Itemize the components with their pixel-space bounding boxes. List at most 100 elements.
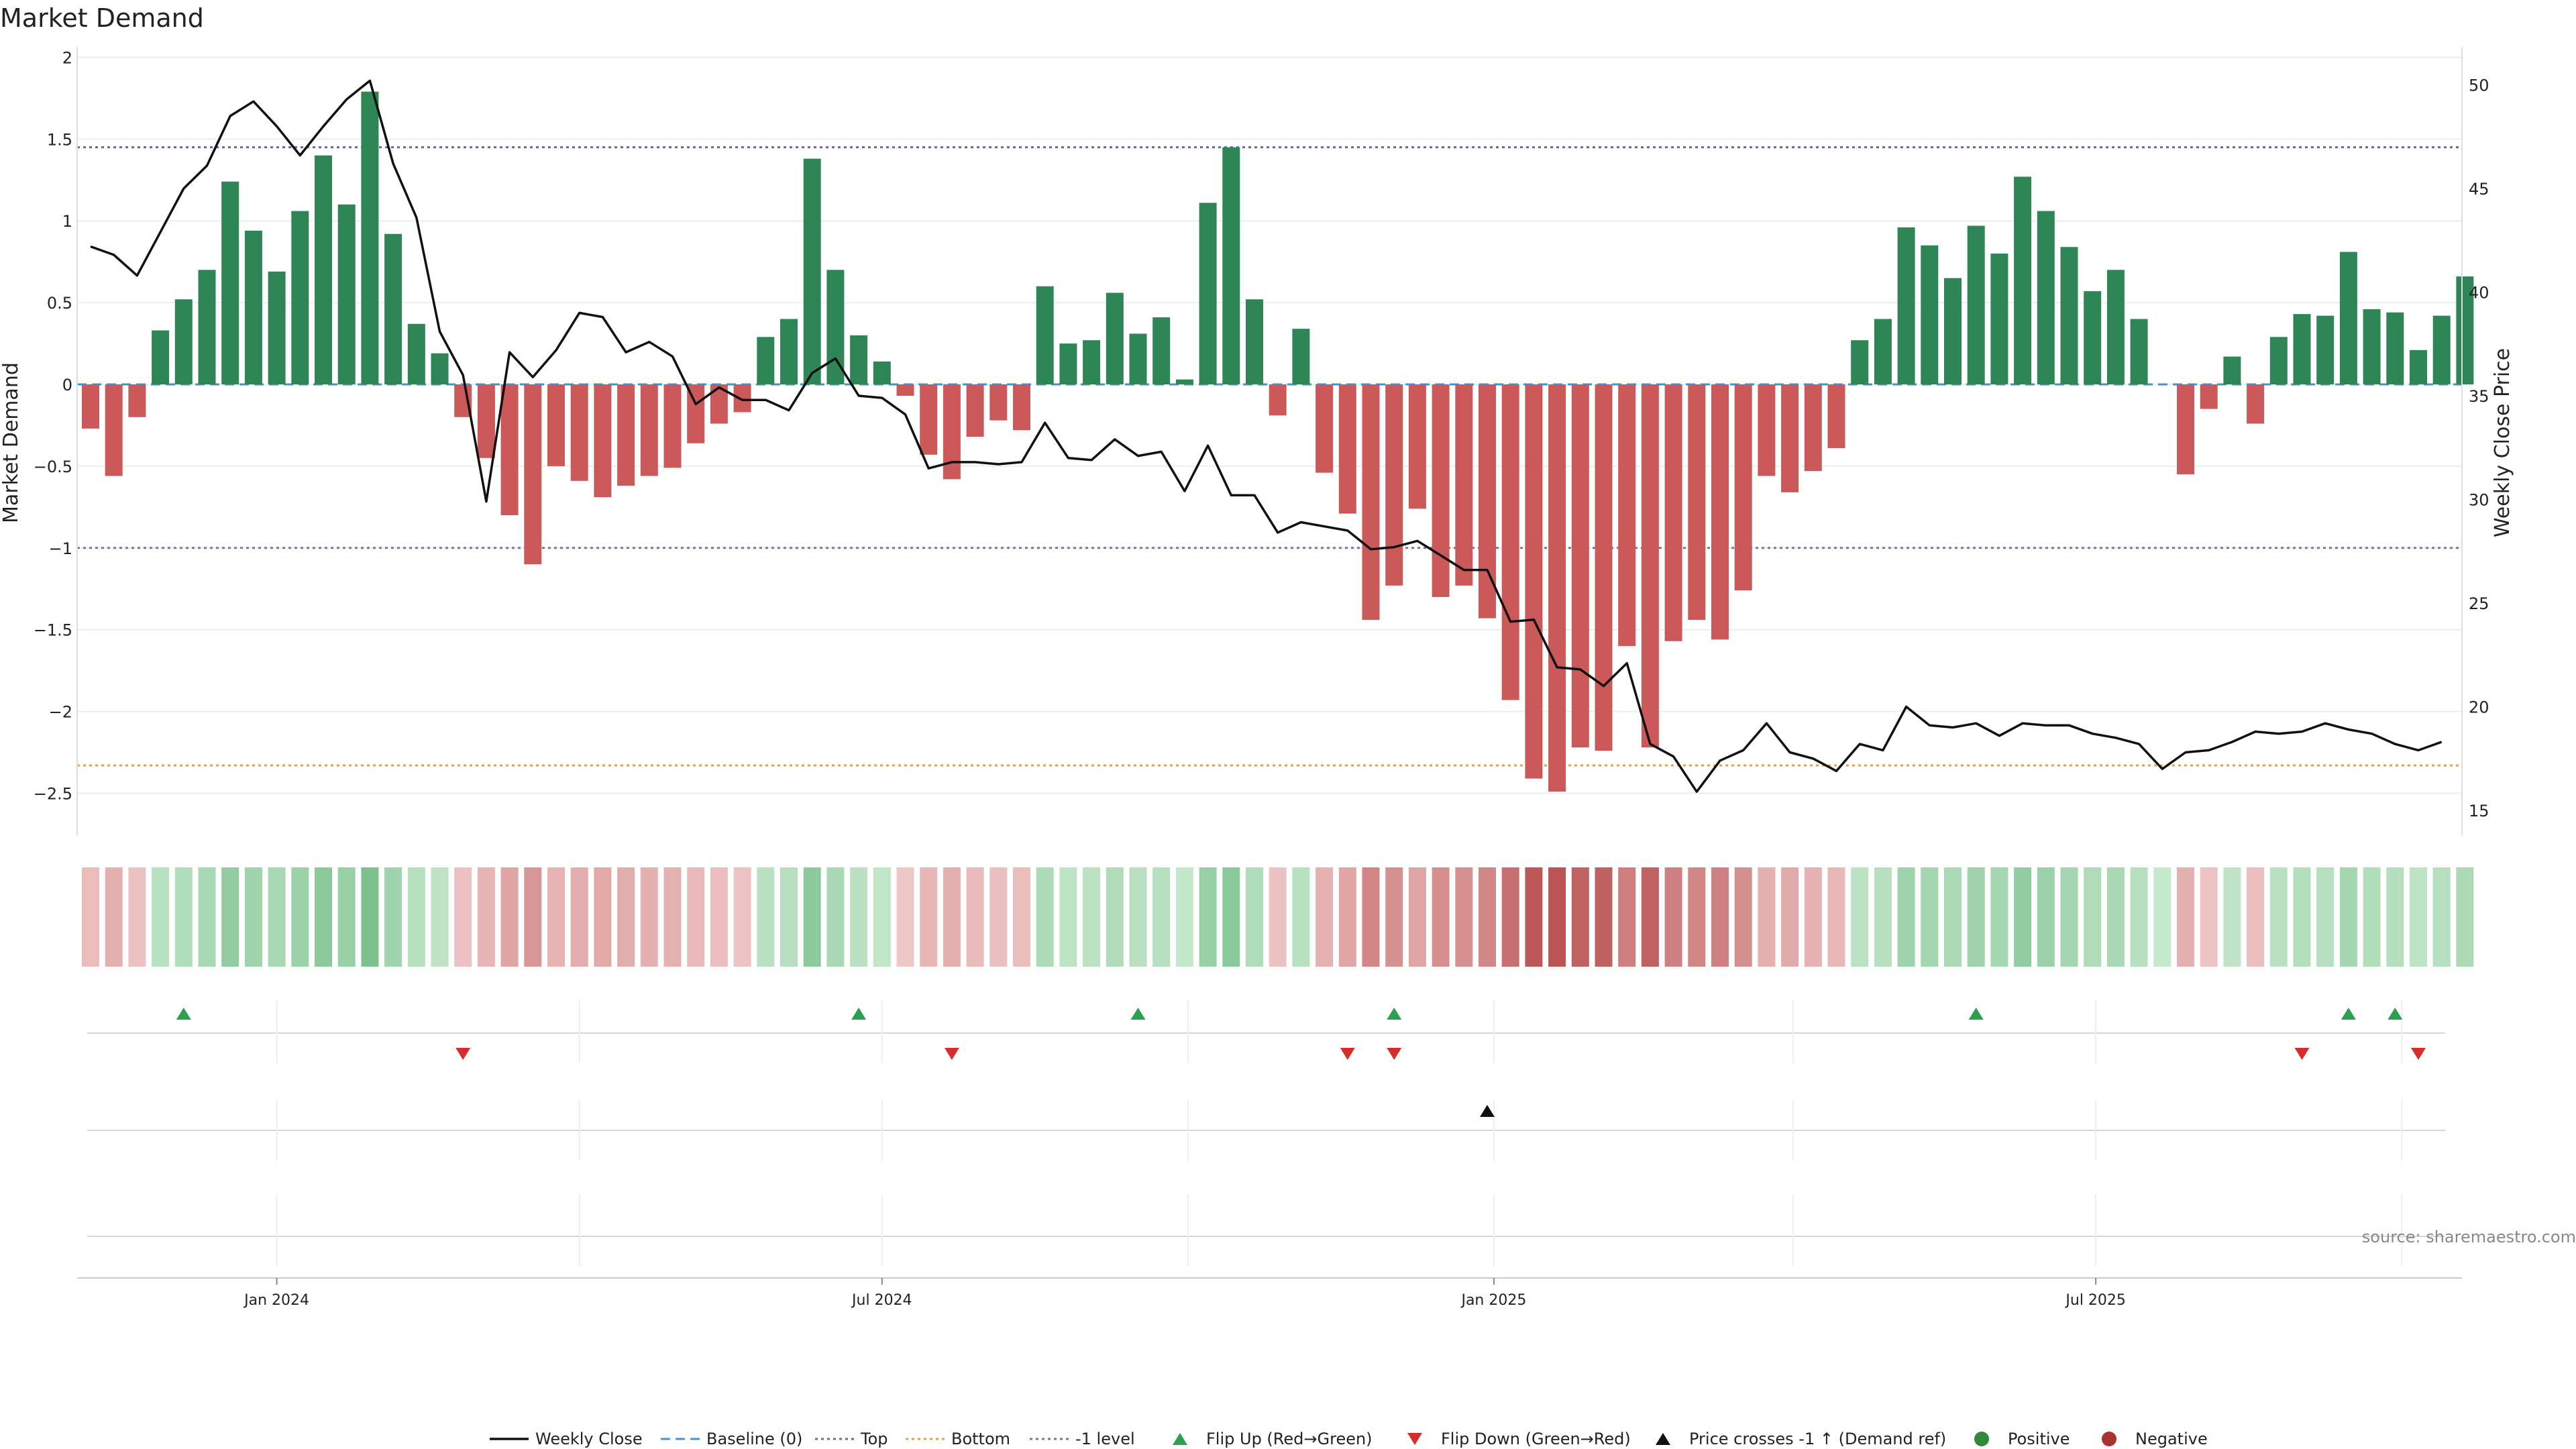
demand-bar bbox=[757, 337, 775, 384]
heat-cell bbox=[268, 867, 286, 967]
demand-bar bbox=[1036, 286, 1054, 384]
demand-bar bbox=[198, 270, 216, 384]
demand-bar bbox=[2363, 309, 2381, 384]
demand-bar bbox=[105, 384, 123, 476]
legend-label: Positive bbox=[2008, 1430, 2070, 1448]
demand-bar bbox=[1874, 319, 1892, 384]
heat-cell bbox=[2200, 867, 2218, 967]
y-tick-label: 1 bbox=[62, 212, 72, 231]
heat-cell bbox=[2130, 867, 2148, 967]
heat-cell bbox=[2293, 867, 2311, 967]
demand-bar bbox=[2130, 319, 2148, 384]
legend-label: Weekly Close bbox=[535, 1430, 643, 1448]
heat-cell bbox=[594, 867, 612, 967]
demand-bar bbox=[2269, 337, 2288, 384]
heat-cell bbox=[1036, 867, 1054, 967]
legend-label: Bottom bbox=[951, 1430, 1010, 1448]
heat-cell bbox=[1874, 867, 1892, 967]
heat-cell bbox=[1455, 867, 1473, 967]
demand-bar bbox=[943, 384, 961, 480]
demand-bar bbox=[291, 211, 309, 384]
heat-cell bbox=[2060, 867, 2078, 967]
heat-cell bbox=[315, 867, 332, 967]
heat-cell bbox=[244, 867, 262, 967]
heat-cell bbox=[361, 867, 379, 967]
heat-cell bbox=[547, 867, 565, 967]
reference-lines bbox=[77, 146, 2462, 767]
demand-bar bbox=[1664, 384, 1682, 641]
heat-cell bbox=[1013, 867, 1030, 967]
weekly-close-line bbox=[90, 79, 2443, 793]
y-tick-label: 0.5 bbox=[47, 294, 72, 313]
y-tick-label: −2 bbox=[49, 703, 72, 722]
demand-bar bbox=[128, 384, 146, 417]
legend-label: Top bbox=[860, 1430, 888, 1448]
demand-bar bbox=[2200, 384, 2218, 409]
heat-cell bbox=[2410, 867, 2427, 967]
heat-cell bbox=[82, 867, 99, 967]
demand-bar bbox=[1362, 384, 1380, 621]
demand-bar bbox=[594, 384, 612, 498]
heat-cell bbox=[1199, 867, 1217, 967]
demand-bar bbox=[1269, 384, 1287, 416]
demand-bar bbox=[268, 271, 286, 384]
heat-cell bbox=[2316, 867, 2334, 967]
demand-bar bbox=[1921, 245, 1939, 384]
flip-up-marker bbox=[851, 1008, 867, 1020]
y2-tick-label: 25 bbox=[2469, 594, 2489, 613]
flip-up-marker bbox=[2341, 1008, 2356, 1020]
legend: Weekly Close Baseline (0) Top Bottom -1 leve… bbox=[490, 1430, 2208, 1448]
y2-axis-label: Weekly Close Price bbox=[2491, 348, 2514, 537]
y-tick-label: −1.5 bbox=[34, 621, 72, 640]
demand-bar bbox=[1595, 384, 1613, 751]
heat-cell bbox=[1967, 867, 1985, 967]
heat-cell bbox=[2106, 867, 2125, 967]
flip-up-marker bbox=[1130, 1008, 1146, 1020]
y-tick-label: −2.5 bbox=[34, 785, 72, 804]
demand-bar bbox=[1758, 384, 1776, 476]
demand-bar bbox=[82, 384, 99, 429]
heat-cell bbox=[710, 867, 728, 967]
weekly-close-line-layer bbox=[90, 79, 2443, 793]
heat-cell bbox=[1944, 867, 1962, 967]
heat-cell bbox=[1083, 867, 1101, 967]
y-tick-label: 0 bbox=[62, 376, 72, 394]
heat-cell bbox=[1781, 867, 1799, 967]
demand-bar bbox=[1827, 384, 1845, 449]
heat-cell bbox=[524, 867, 542, 967]
demand-bar bbox=[780, 319, 798, 384]
y-tick-label: 1.5 bbox=[47, 130, 72, 149]
demand-bar bbox=[152, 330, 170, 384]
legend-label: Price crosses -1 ↑ (Demand ref) bbox=[1689, 1430, 1946, 1448]
heat-cell bbox=[2363, 867, 2381, 967]
legend-label: Baseline (0) bbox=[706, 1430, 802, 1448]
price-cross-marker bbox=[1480, 1105, 1495, 1117]
demand-bar bbox=[1734, 384, 1752, 591]
demand-bar bbox=[361, 91, 379, 384]
demand-bar bbox=[1851, 340, 1869, 384]
demand-bar bbox=[2247, 384, 2265, 424]
heat-cell bbox=[1548, 867, 1566, 967]
heat-cell bbox=[780, 867, 798, 967]
x-tick-label: Jan 2025 bbox=[1460, 1292, 1526, 1309]
heat-cell bbox=[1990, 867, 2008, 967]
demand-bar bbox=[244, 230, 262, 384]
y-tick-label: −1 bbox=[49, 539, 72, 558]
demand-bars bbox=[82, 91, 2474, 792]
heat-cell bbox=[1152, 867, 1171, 967]
demand-bar bbox=[1571, 384, 1589, 748]
demand-bar bbox=[966, 384, 984, 437]
demand-bar bbox=[803, 158, 821, 384]
heat-cell bbox=[896, 867, 914, 967]
flip-down-marker bbox=[2294, 1048, 2310, 1060]
demand-bar bbox=[1711, 384, 1729, 640]
heat-cell bbox=[826, 867, 845, 967]
demand-bar bbox=[1013, 384, 1030, 431]
demand-bar bbox=[431, 353, 449, 384]
flip-up-marker bbox=[1968, 1008, 1984, 1020]
heat-cell bbox=[407, 867, 425, 967]
demand-bar bbox=[2084, 291, 2102, 384]
heat-cell bbox=[943, 867, 961, 967]
demand-bar bbox=[337, 204, 356, 384]
heat-cell bbox=[1222, 867, 1240, 967]
